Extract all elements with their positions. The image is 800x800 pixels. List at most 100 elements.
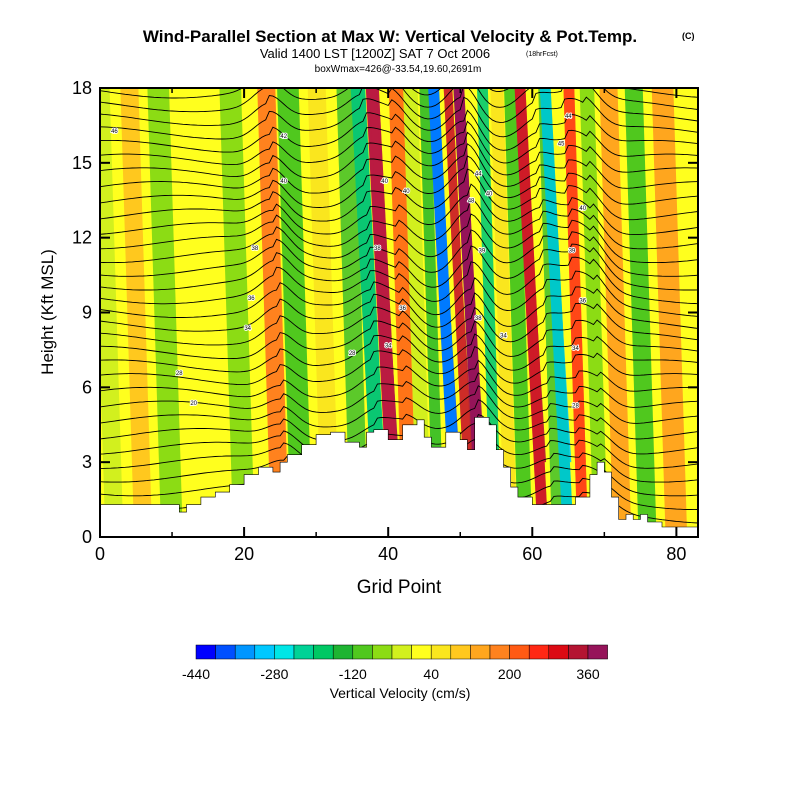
terrain-mask [100, 417, 698, 537]
velocity-core-13 [421, 88, 442, 463]
theta-label-0: 46 [111, 129, 118, 135]
theta-label-4: 36 [248, 296, 255, 302]
theta-label-13: 34 [385, 343, 392, 349]
theta-label-18: 38 [475, 316, 482, 322]
x-axis-label: Grid Point [357, 577, 442, 598]
isentrope-line-18 [100, 229, 698, 277]
theta-label-16: 40 [486, 191, 493, 197]
x-tick-label-4: 80 [666, 544, 686, 564]
theta-label-11: 38 [374, 246, 381, 252]
theta-label-24: 36 [579, 299, 586, 305]
x-tick-label-1: 20 [234, 544, 254, 564]
colorbar-swatch-17 [528, 644, 550, 660]
velocity-core-15 [445, 88, 474, 463]
velocity-band-6 [277, 88, 313, 537]
x-axis: 0 20 40 60 80 [95, 88, 686, 564]
isentrope-line-15 [100, 270, 698, 318]
velocity-band-1 [120, 88, 153, 537]
x-tick-label-3: 60 [522, 544, 542, 564]
title-group: Wind-Parallel Section at Max W: Vertical… [143, 27, 695, 75]
velocity-halo-10 [365, 88, 402, 537]
theta-label-25: 34 [572, 346, 579, 352]
isentrope-line-13 [100, 302, 698, 346]
colorbar-swatch-15 [489, 644, 510, 660]
theta-label-12: 36 [399, 306, 406, 312]
velocity-core-17 [479, 88, 500, 463]
chart-subtitle: Valid 1400 LST [1200Z] SAT 7 Oct 2006 [260, 46, 490, 61]
velocity-halo-20 [514, 88, 549, 537]
velocity-core-23 [565, 88, 586, 463]
velocity-halo-9 [350, 88, 389, 537]
velocity-band-2 [147, 88, 183, 537]
isentrope-line-27 [100, 109, 698, 153]
velocity-halo-22 [539, 88, 574, 537]
velocity-halo-23 [563, 88, 589, 537]
velocity-core-22 [542, 88, 572, 463]
velocity-core-9 [353, 88, 385, 463]
theta-label-3: 38 [252, 246, 259, 252]
colorbar-swatch-10 [391, 644, 412, 660]
colorbar-swatch-16 [509, 644, 530, 660]
isentrope-line-10 [100, 345, 698, 386]
colorbar-tick-label-1: -280 [260, 666, 288, 682]
velocity-band-7 [307, 88, 340, 537]
velocity-core-20 [517, 88, 547, 463]
isentrope-line-7 [100, 385, 698, 428]
y-tick-label-1: 3 [82, 452, 92, 472]
isentrope-line-22 [100, 168, 698, 222]
colorbar-swatch-6 [313, 644, 334, 660]
y-tick-label-0: 0 [82, 527, 92, 547]
isentrope-line-9 [100, 359, 698, 398]
theta-label-20: 44 [565, 114, 572, 120]
plot-area: 46 42 40 38 36 34 28 20 28 40 40 38 36 34 44 48 40 39 38 34… [100, 88, 698, 537]
colorbar-tick-label-0: -440 [182, 666, 210, 682]
isentrope-line-14 [100, 286, 698, 332]
colorbar-swatch-0 [195, 644, 216, 660]
isentrope-line-24 [100, 143, 698, 194]
colorbar-swatch-5 [293, 644, 314, 660]
isentrope-line-19 [100, 213, 698, 264]
colorbar-swatch-13 [450, 644, 471, 660]
colorbar-swatch-4 [274, 644, 295, 660]
velocity-halo-14 [428, 88, 463, 537]
isentrope-line-12 [100, 319, 698, 360]
isentrope-line-30 [100, 88, 698, 113]
theta-label-19: 34 [500, 333, 507, 339]
velocity-band-18 [490, 88, 518, 537]
chart-subtitle-note: (18hrFcst) [526, 51, 558, 58]
y-tick-label-6: 18 [72, 78, 92, 98]
isentrope-line-11 [100, 333, 698, 373]
theta-label-5: 34 [244, 326, 251, 332]
velocity-core-16 [455, 88, 485, 463]
theta-label-22: 40 [579, 206, 586, 212]
velocity-halo-13 [419, 88, 445, 537]
chart-subtitle-2: boxWmax=426@-33.54,19.60,2691m [315, 64, 482, 75]
velocity-core-11 [392, 88, 414, 463]
colorbar-swatch-19 [568, 644, 589, 660]
velocity-core-14 [430, 88, 460, 463]
isentrope-line-17 [100, 243, 698, 291]
colorbar: -440 -280 -120 40 200 360 [182, 644, 608, 682]
theta-label-15: 48 [468, 199, 475, 205]
velocity-band-0 [100, 88, 124, 537]
isentrope-line-16 [100, 256, 698, 305]
theta-contour-labels: 46 42 40 38 36 34 28 20 28 40 40 38 36 34 44 48 40 39 38 34… [110, 113, 587, 410]
colorbar-tick-label-4: 200 [498, 666, 522, 682]
colorbar-swatch-8 [352, 644, 373, 660]
theta-label-2: 40 [280, 179, 287, 185]
isentrope-line-26 [100, 120, 698, 166]
isentrope-line-21 [100, 183, 698, 236]
colorbar-swatch-2 [234, 644, 256, 660]
colorbar-swatch-18 [548, 644, 569, 660]
y-tick-label-3: 9 [82, 303, 92, 323]
theta-label-6: 28 [176, 371, 183, 377]
theta-label-14: 44 [475, 171, 482, 177]
velocity-band-19 [504, 88, 533, 537]
colorbar-tick-label-5: 360 [576, 666, 600, 682]
colorbar-swatch-9 [372, 644, 393, 660]
colorbar-swatch-1 [215, 644, 236, 660]
velocity-band-24 [579, 88, 608, 537]
isentrope-line-20 [100, 197, 698, 250]
